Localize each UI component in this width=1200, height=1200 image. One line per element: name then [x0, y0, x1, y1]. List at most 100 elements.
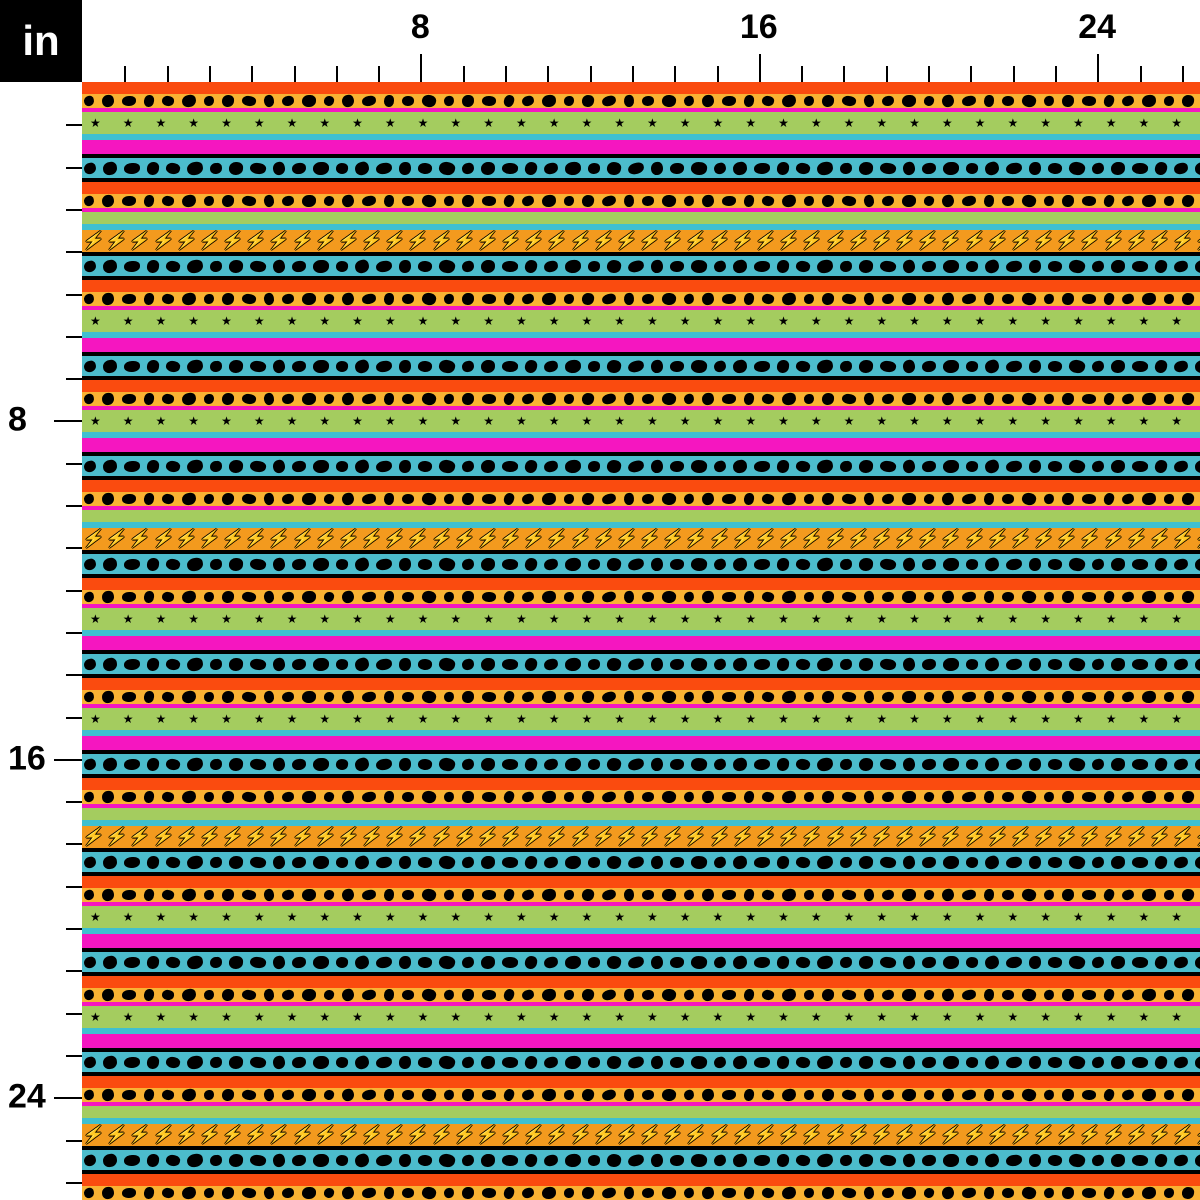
lightning-bolt-icon: ⚡ [753, 827, 778, 847]
star-icon: ★ [1040, 314, 1051, 328]
leopard-spot [754, 558, 770, 569]
star-icon: ★ [1171, 910, 1182, 924]
leopard-spot [1132, 260, 1149, 272]
leopard-spot [588, 1056, 601, 1068]
leopard-spot [722, 294, 736, 304]
leopard-spot [462, 1187, 474, 1199]
star-icon: ★ [909, 712, 920, 726]
leopard-spot [292, 162, 307, 174]
leopard-spot [902, 458, 916, 473]
pattern-stripe: ★★★★★★★★★★★★★★★★★★★★★★★★★★★★★★★★★★★★★★★★ [82, 410, 1200, 432]
lightning-bolt-icon: ⚡ [545, 529, 570, 549]
leopard-spot [1121, 493, 1135, 505]
leopard-spot [588, 956, 601, 968]
leopard-spot [272, 854, 286, 869]
leopard-spot [984, 854, 1001, 870]
leopard-spot [627, 161, 645, 175]
star-icon: ★ [975, 116, 986, 130]
leopard-spot [1154, 854, 1168, 869]
lightning-bolt-icon: ⚡ [637, 1125, 662, 1145]
leopard-spot [841, 1089, 857, 1101]
leopard-spot [650, 557, 663, 571]
star-icon: ★ [319, 116, 330, 130]
star-icon: ★ [1073, 414, 1084, 428]
lightning-bolt-icon: ⚡ [336, 1125, 361, 1145]
leopard-spot [222, 591, 235, 604]
leopard-spot [965, 1154, 979, 1167]
lightning-bolt-icon: ⚡ [475, 231, 500, 251]
star-icon: ★ [385, 116, 396, 130]
leopard-spot [1021, 94, 1037, 108]
lightning-bolt-icon: ⚡ [707, 529, 732, 549]
leopard-spot [204, 494, 215, 505]
leopard-spot [732, 1055, 748, 1070]
leopard-spot [670, 1056, 684, 1067]
leopard-spot [670, 260, 684, 271]
leopard-spot [841, 889, 857, 901]
leopard-spot [722, 96, 736, 106]
star-icon: ★ [188, 414, 199, 428]
star-icon: ★ [811, 910, 822, 924]
star-icon: ★ [123, 1010, 134, 1024]
lightning-bolt-icon: ⚡ [382, 529, 407, 549]
leopard-spot [776, 657, 789, 671]
leopard-spot [292, 360, 307, 372]
leopard-spot [1029, 1056, 1041, 1069]
leopard-spot [417, 758, 432, 771]
leopard-spot [481, 1055, 495, 1068]
leopard-spot [776, 757, 789, 771]
star-icon: ★ [581, 1010, 592, 1024]
star-icon: ★ [680, 116, 691, 130]
ruler-tick-h [294, 66, 296, 82]
leopard-spot [722, 990, 736, 1000]
leopard-spot [313, 459, 329, 473]
leopard-spot [481, 855, 495, 868]
ruler-tick-v [66, 294, 82, 296]
leopard-spot [650, 855, 663, 869]
lightning-bolt-icon: ⚡ [846, 827, 871, 847]
leopard-spot [795, 1153, 811, 1167]
leopard-spot [1181, 94, 1195, 108]
leopard-spot [804, 294, 815, 305]
leopard-spot [302, 195, 316, 207]
leopard-spot [1164, 1188, 1175, 1199]
leopard-spot [249, 1153, 267, 1167]
ruler-tick-h [251, 66, 253, 82]
leopard-spot [683, 195, 695, 207]
leopard-spot [588, 856, 601, 868]
leopard-spot [743, 95, 754, 108]
leopard-spot [1132, 558, 1149, 570]
leopard-spot [761, 591, 775, 603]
leopard-spot [642, 1090, 654, 1100]
leopard-spot [421, 492, 437, 506]
leopard-spot [521, 989, 535, 1001]
lightning-bolt-icon: ⚡ [174, 1125, 199, 1145]
star-icon: ★ [713, 1010, 724, 1024]
leopard-spot [222, 1187, 235, 1200]
lightning-bolt-icon: ⚡ [591, 827, 616, 847]
leopard-spot [341, 590, 356, 604]
star-icon: ★ [123, 712, 134, 726]
leopard-spot [83, 889, 95, 901]
leopard-spot [1062, 989, 1074, 1001]
leopard-spot [922, 856, 937, 868]
lightning-bolt-icon: ⚡ [267, 529, 292, 549]
leopard-spot [984, 195, 994, 207]
star-icon: ★ [811, 116, 822, 130]
leopard-spot [581, 392, 595, 406]
leopard-spot [882, 791, 895, 802]
leopard-spot [399, 360, 411, 373]
leopard-spot [83, 791, 95, 803]
leopard-spot [961, 95, 976, 107]
leopard-spot [384, 195, 394, 207]
leopard-spot [601, 889, 617, 902]
leopard-spot [417, 360, 432, 373]
leopard-spot [606, 1054, 622, 1069]
leopard-spot [249, 359, 267, 373]
lightning-bolt-icon: ⚡ [220, 1125, 245, 1145]
leopard-spot [229, 955, 244, 969]
leopard-spot [83, 459, 97, 473]
star-icon: ★ [450, 116, 461, 130]
star-icon: ★ [876, 116, 887, 130]
leopard-spot [588, 460, 601, 472]
